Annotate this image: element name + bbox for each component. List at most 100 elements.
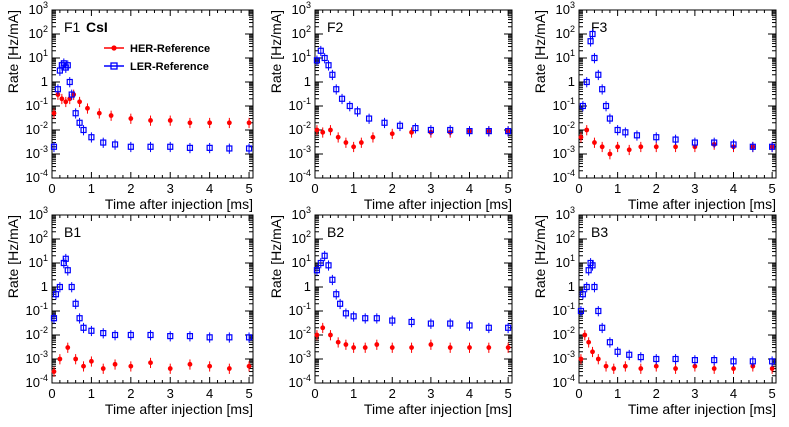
data-point-her xyxy=(85,105,90,111)
x-tick-label: 1 xyxy=(88,386,95,401)
data-point-ler xyxy=(653,134,660,141)
data-point-ler xyxy=(579,291,586,298)
y-tick-label: 1 xyxy=(41,279,48,294)
x-tick-label: 4 xyxy=(466,386,473,401)
data-point-ler xyxy=(362,315,369,322)
data-point-ler xyxy=(769,143,776,150)
x-axis-title: Time after injection [ms] xyxy=(364,196,512,212)
data-point-her xyxy=(335,134,341,140)
x-tick-label: 0 xyxy=(48,181,55,196)
y-tick-label: 10-4 xyxy=(26,373,48,390)
data-point-ler xyxy=(626,351,633,358)
data-point-her xyxy=(374,342,380,347)
series-ler-reference xyxy=(50,58,253,154)
data-point-her xyxy=(328,332,333,338)
x-tick-label: 2 xyxy=(653,181,660,196)
legend-marker-ler xyxy=(110,62,118,70)
data-point-ler xyxy=(579,102,586,110)
series-ler-reference xyxy=(577,258,776,367)
data-point-her xyxy=(599,144,605,150)
data-point-her xyxy=(692,363,698,369)
x-tick-label: 1 xyxy=(88,181,95,196)
data-point-her xyxy=(320,129,326,135)
data-point-ler xyxy=(577,307,585,315)
y-tick-label: 102 xyxy=(29,24,48,41)
data-point-ler xyxy=(325,62,332,69)
data-point-ler xyxy=(637,353,644,361)
data-point-her xyxy=(108,113,114,118)
data-point-ler xyxy=(64,62,71,69)
data-point-ler xyxy=(88,134,95,141)
data-point-ler xyxy=(427,320,434,327)
data-point-her xyxy=(653,363,659,369)
data-point-her xyxy=(81,363,86,369)
data-point-her xyxy=(428,342,434,347)
data-point-ler xyxy=(350,313,357,320)
y-tick-label: 1 xyxy=(568,74,575,89)
x-tick-label: 5 xyxy=(245,181,252,196)
y-axis-title: Rate [Hz/mA] xyxy=(268,215,284,298)
legend-marker-her xyxy=(111,45,117,51)
data-point-ler xyxy=(412,124,419,132)
data-point-ler xyxy=(711,356,718,364)
data-point-her xyxy=(351,345,357,350)
data-point-her xyxy=(343,342,349,347)
data-point-her xyxy=(586,339,592,345)
data-point-ler xyxy=(80,324,87,331)
data-point-ler xyxy=(602,102,610,110)
data-point-ler xyxy=(672,136,679,143)
data-point-her xyxy=(389,345,395,350)
data-point-her xyxy=(335,339,341,345)
data-point-ler xyxy=(76,119,83,126)
data-point-ler xyxy=(730,141,737,148)
y-tick-label: 10-3 xyxy=(26,144,48,161)
y-tick-label: 10-1 xyxy=(553,301,575,318)
y-tick-label: 10-1 xyxy=(26,96,48,113)
x-axis-title: Time after injection [ms] xyxy=(364,401,512,417)
data-point-her xyxy=(607,151,613,157)
data-point-ler xyxy=(186,332,194,340)
series-ler-reference xyxy=(313,250,512,334)
data-point-her xyxy=(100,366,106,371)
data-point-ler xyxy=(373,315,380,322)
data-point-ler xyxy=(381,119,388,126)
data-point-her xyxy=(653,144,659,150)
legend-label: HER-Reference xyxy=(130,43,210,55)
plot-frame xyxy=(51,9,254,179)
y-tick-label: 10-1 xyxy=(26,301,48,318)
series-ler-reference xyxy=(50,253,253,343)
data-point-ler xyxy=(485,127,492,135)
data-point-ler xyxy=(505,127,512,135)
series-ler-reference xyxy=(313,45,512,137)
data-point-ler xyxy=(100,139,107,146)
data-point-ler xyxy=(333,291,340,298)
x-tick-label: 4 xyxy=(730,181,737,196)
data-point-her xyxy=(59,96,65,102)
data-point-her xyxy=(187,120,193,126)
data-point-ler xyxy=(589,262,596,269)
y-axis-title: Rate [Hz/mA] xyxy=(532,10,548,93)
data-point-ler xyxy=(226,145,233,152)
x-tick-label: 2 xyxy=(389,181,396,196)
data-point-ler xyxy=(80,126,87,134)
y-tick-label: 103 xyxy=(556,0,575,17)
data-point-ler xyxy=(206,334,213,341)
data-point-ler xyxy=(346,102,353,110)
data-point-ler xyxy=(68,283,75,291)
data-point-her xyxy=(128,363,134,369)
x-tick-label: 1 xyxy=(350,386,357,401)
data-point-ler xyxy=(672,355,679,363)
data-point-ler xyxy=(76,315,83,322)
data-point-ler xyxy=(147,331,154,339)
x-tick-label: 2 xyxy=(653,386,660,401)
series-ler-reference xyxy=(579,29,776,153)
y-tick-label: 10-4 xyxy=(289,373,311,390)
x-tick-label: 3 xyxy=(691,181,698,196)
data-point-ler xyxy=(56,283,63,291)
x-axis-title: Time after injection [ms] xyxy=(105,196,253,212)
data-point-ler xyxy=(599,86,606,93)
y-tick-label: 102 xyxy=(292,24,311,41)
data-point-her xyxy=(638,366,644,371)
series-her-reference xyxy=(578,125,775,160)
x-tick-label: 3 xyxy=(691,386,698,401)
